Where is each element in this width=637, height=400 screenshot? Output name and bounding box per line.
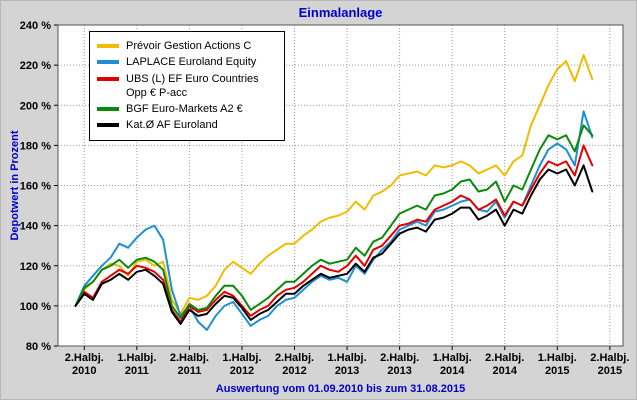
- x-tick-label-line2: 2011: [125, 365, 149, 377]
- x-tick-label-line2: 2015: [545, 365, 569, 377]
- y-tick-label: 180 %: [20, 140, 51, 152]
- legend-swatch: [97, 44, 119, 48]
- legend-swatch: [97, 123, 119, 128]
- legend-item: Prévoir Gestion Actions C: [97, 39, 277, 53]
- x-tick-label-line1: 1.Halbj.: [117, 352, 156, 364]
- legend-swatch: [97, 76, 119, 81]
- y-tick-label: 100 %: [20, 301, 51, 313]
- series-line-1: [74, 54, 594, 315]
- legend-label: Prévoir Gestion Actions C: [126, 40, 252, 52]
- y-tick-label: 240 %: [20, 20, 51, 32]
- x-tick-label-line2: 2015: [598, 365, 622, 377]
- x-tick-label-line2: 2012: [282, 365, 306, 377]
- x-tick-label-line2: 2010: [72, 365, 96, 377]
- x-tick-label-line1: 2.Halbj.: [275, 352, 314, 364]
- x-tick-label-line2: 2013: [387, 365, 411, 377]
- evaluation-period: Auswertung vom 01.09.2010 bis zum 31.08.…: [215, 383, 466, 395]
- series-line-3: [74, 144, 594, 323]
- x-tick-label-line2: 2012: [230, 365, 254, 377]
- x-tick-label-line1: 2.Halbj.: [65, 352, 104, 364]
- chart-title: Einmalanlage: [298, 5, 383, 20]
- y-tick-label: 140 %: [20, 221, 51, 233]
- series-line-4: [74, 124, 594, 319]
- x-tick-label-line1: 2.Halbj.: [170, 352, 209, 364]
- legend-swatch: [97, 60, 119, 65]
- chart-legend: Prévoir Gestion Actions C LAPLACE Eurolan…: [89, 31, 285, 141]
- x-tick-label-line2: 2013: [335, 365, 359, 377]
- plot-border: [57, 24, 624, 347]
- y-tick-label: 120 %: [20, 261, 51, 273]
- legend-label: Kat.Ø AF Euroland: [126, 119, 218, 132]
- legend-label: LAPLACE Euroland Equity: [126, 56, 257, 69]
- legend-item: LAPLACE Euroland Equity: [97, 55, 277, 69]
- x-tick-label-line2: 2014: [493, 365, 518, 377]
- y-tick-label: 220 %: [20, 60, 51, 72]
- x-tick-label-line2: 2011: [177, 365, 201, 377]
- legend-label: UBS (L) EF Euro Countries Opp € P-acc: [126, 72, 259, 99]
- y-tick-label: 80 %: [26, 341, 51, 353]
- x-tick-label-line1: 1.Halbj.: [328, 352, 367, 364]
- legend-item: Kat.Ø AF Euroland: [97, 118, 277, 132]
- x-tick-label-line1: 2.Halbj.: [485, 352, 524, 364]
- x-tick-label-line1: 1.Halbj.: [222, 352, 261, 364]
- legend-swatch: [97, 107, 119, 112]
- legend-item: BGF Euro-Markets A2 €: [97, 102, 277, 116]
- legend-item: UBS (L) EF Euro Countries Opp € P-acc: [97, 72, 277, 101]
- series-line-5: [74, 164, 594, 325]
- x-tick-label-line2: 2014: [440, 365, 465, 377]
- y-tick-label: 160 %: [20, 181, 51, 193]
- x-tick-label-line1: 2.Halbj.: [590, 352, 629, 364]
- y-tick-label: 200 %: [20, 100, 51, 112]
- legend-label: BGF Euro-Markets A2 €: [126, 103, 243, 116]
- x-tick-label-line1: 2.Halbj.: [380, 352, 419, 364]
- x-tick-label-line1: 1.Halbj.: [538, 352, 577, 364]
- x-tick-label-line1: 1.Halbj.: [433, 352, 472, 364]
